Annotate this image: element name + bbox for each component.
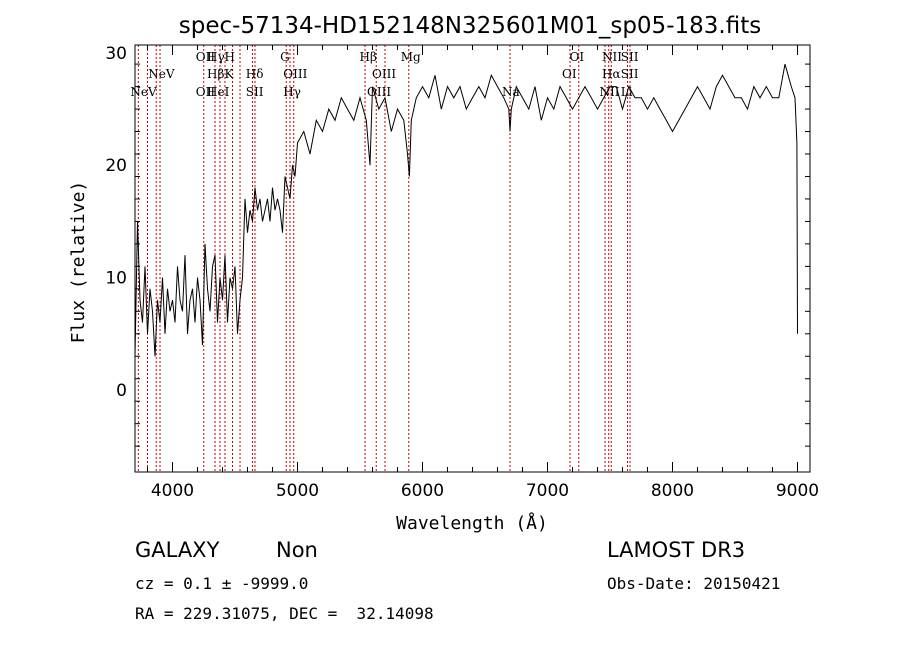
- y-tick-label: 20: [105, 156, 127, 176]
- line-label: OII: [196, 85, 216, 99]
- obs-date: Obs-Date: 20150421: [607, 574, 781, 593]
- line-label: NeV: [148, 67, 175, 81]
- coordinates: RA = 229.31075, DEC = 32.14098: [135, 604, 434, 623]
- survey-name: LAMOST DR3: [607, 538, 746, 562]
- axis-ticks: 4000 5000 6000 7000 8000 9000 0 10 20 30: [105, 44, 819, 501]
- x-tick-label: 7000: [526, 481, 569, 501]
- line-label: Hγ: [207, 50, 225, 64]
- line-label: Hδ: [246, 67, 264, 81]
- line-label: SII: [621, 67, 639, 81]
- y-axis-label: Flux (relative): [68, 181, 89, 344]
- spectral-line-markers: [137, 45, 631, 472]
- y-tick-label: 10: [105, 269, 127, 289]
- line-label: Hγ: [283, 85, 301, 99]
- line-label: Na: [502, 85, 520, 99]
- x-tick-label: 6000: [401, 481, 444, 501]
- line-label: H: [225, 50, 235, 64]
- line-label: Li: [621, 85, 633, 99]
- line-label: Hβ: [207, 67, 224, 81]
- line-label: OIII: [283, 67, 307, 81]
- line-label: Mg: [401, 50, 421, 64]
- y-tick-label: 0: [116, 381, 127, 401]
- line-label: OI: [562, 67, 577, 81]
- spectrum-series: [134, 63, 798, 357]
- plot-frame: [134, 44, 811, 473]
- x-tick-label: 8000: [651, 481, 694, 501]
- line-label: OII: [196, 50, 216, 64]
- line-label: NeV: [130, 85, 157, 99]
- x-tick-label: 4000: [151, 481, 194, 501]
- line-label: OIII: [367, 85, 391, 99]
- line-label: NII: [602, 50, 622, 64]
- line-label: Hβ: [360, 50, 377, 64]
- line-label: SII: [246, 85, 264, 99]
- x-tick-label: 5000: [276, 481, 319, 501]
- line-label: Hα: [602, 67, 621, 81]
- x-tick-label: 9000: [776, 481, 819, 501]
- line-label: OIII: [372, 67, 396, 81]
- object-class: GALAXY: [135, 538, 220, 562]
- x-axis-label: Wavelength (Å): [396, 512, 548, 534]
- line-label: K: [225, 67, 235, 81]
- line-label: G: [280, 50, 290, 64]
- line-label: SII: [621, 50, 639, 64]
- redshift-readout: cz = 0.1 ± -9999.0: [135, 574, 309, 593]
- line-label: OI: [570, 50, 585, 64]
- line-label: HeI: [207, 85, 230, 99]
- chart-title: spec-57134-HD152148N325601M01_sp05-183.f…: [179, 13, 761, 39]
- y-tick-label: 30: [105, 44, 127, 64]
- object-subclass: Non: [276, 538, 318, 562]
